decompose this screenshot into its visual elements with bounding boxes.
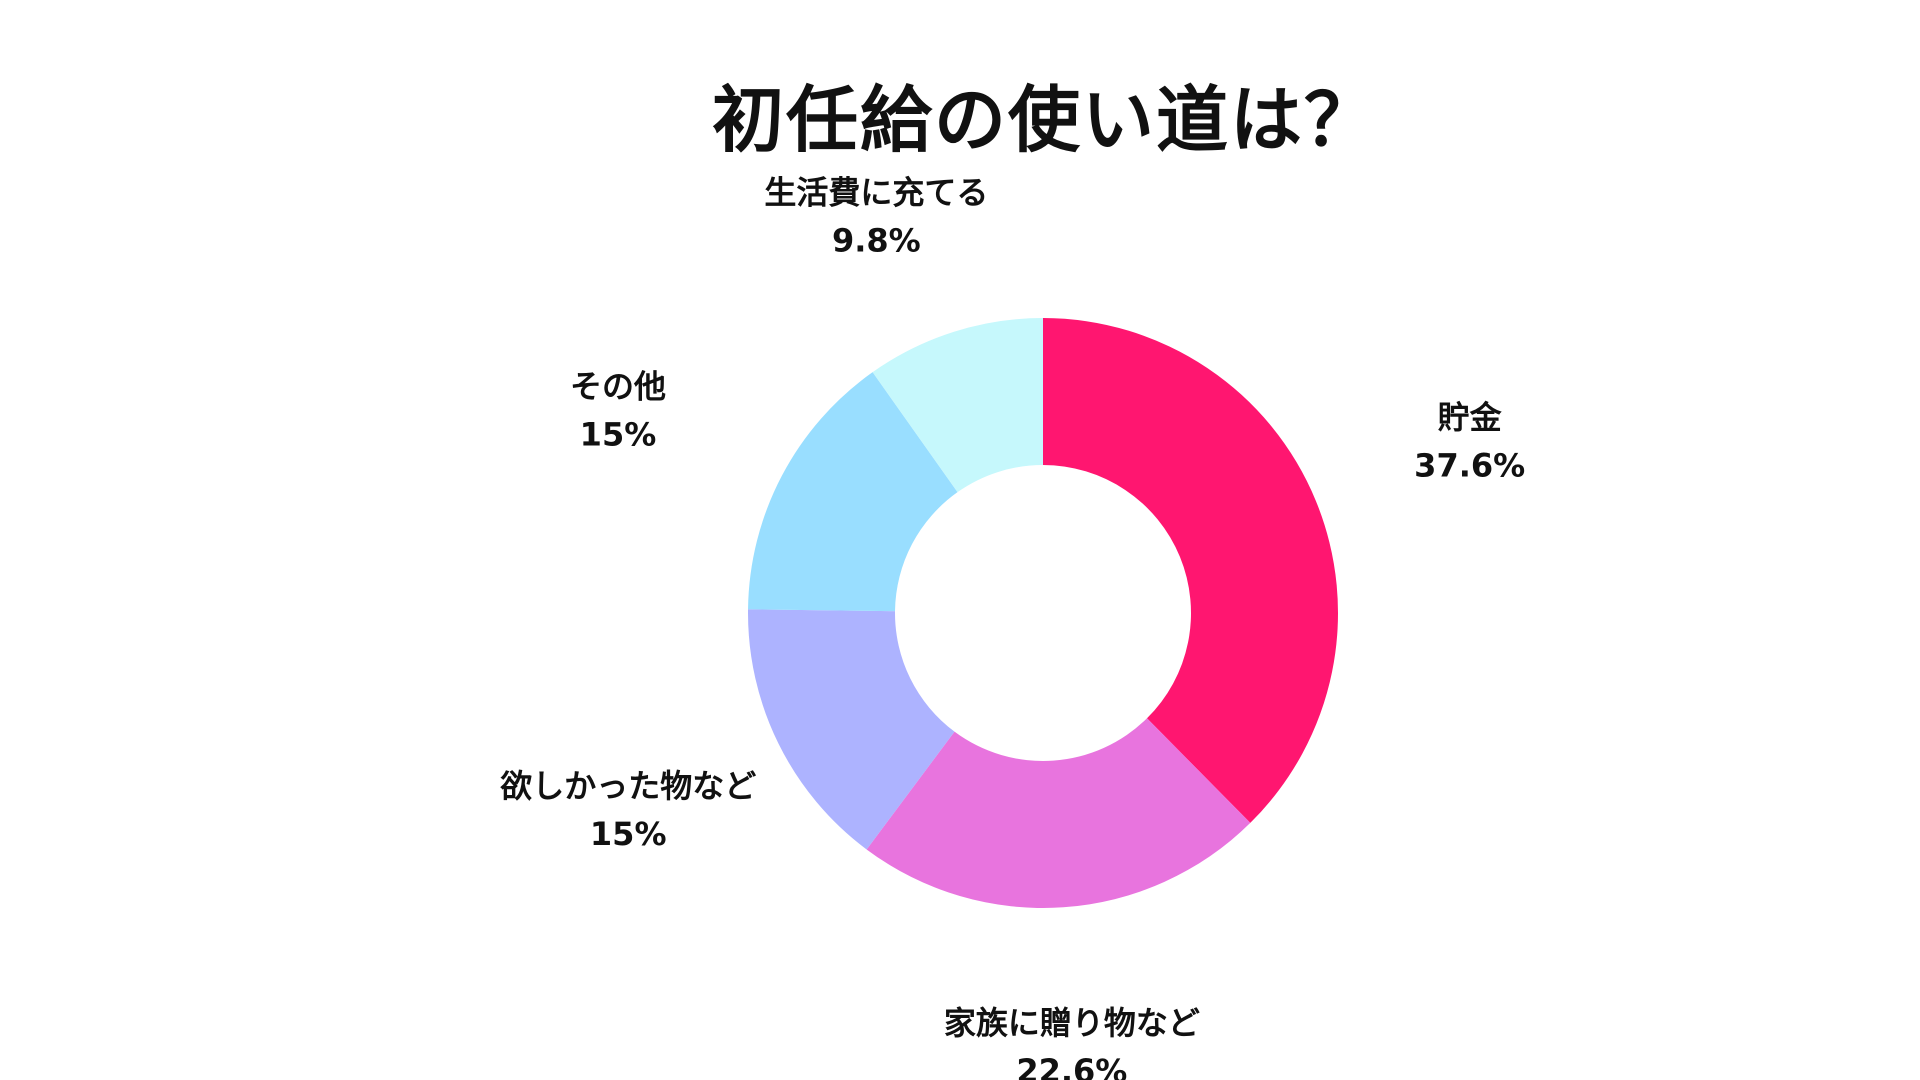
chart-title: 初任給の使い道は？ xyxy=(711,78,1378,162)
slice-label-1: 貯金 xyxy=(1438,398,1503,436)
donut-slice-2 xyxy=(866,718,1251,908)
slice-value-2: 22.6% xyxy=(1016,1052,1127,1080)
slice-value-5: 9.8% xyxy=(832,222,921,260)
slice-label-5: 生活費に充てる xyxy=(764,174,988,212)
donut-slice-1 xyxy=(1043,318,1338,823)
donut-slice-3 xyxy=(748,609,955,850)
slice-label-4: その他 xyxy=(570,368,666,406)
slice-value-4: 15% xyxy=(580,416,657,454)
donut-slice-4 xyxy=(748,372,958,612)
slice-label-3: 欲しかった物など xyxy=(499,767,756,805)
slice-value-1: 37.6% xyxy=(1414,446,1525,484)
donut-slice-5 xyxy=(872,318,1043,493)
slice-label-2: 家族に贈り物など xyxy=(944,1004,1200,1042)
slice-value-3: 15% xyxy=(590,815,667,853)
